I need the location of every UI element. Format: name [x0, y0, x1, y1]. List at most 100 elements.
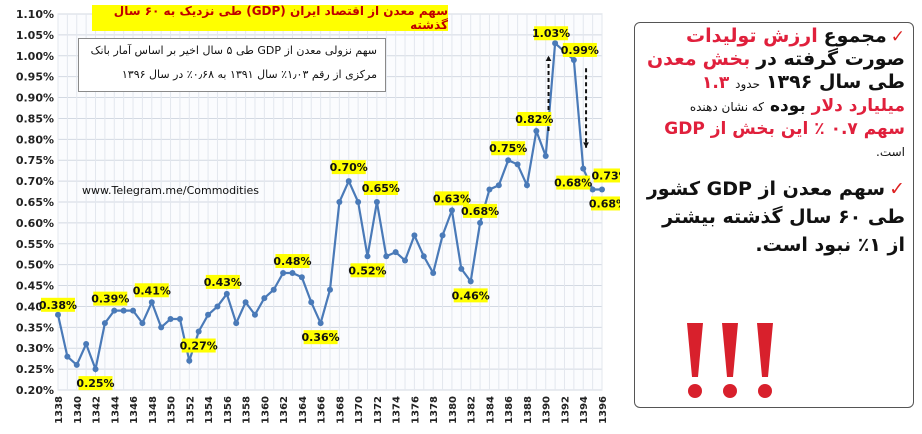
info-paragraph-2: ✓سهم معدن از GDP کشور طی ۶۰ سال گذشته بی…	[643, 175, 905, 259]
data-label-bg	[562, 42, 597, 57]
data-point	[251, 311, 258, 318]
data-label: 0.25%	[76, 377, 114, 390]
x-tick-label: 1390	[542, 396, 553, 424]
y-tick-label: 0.50%	[16, 259, 54, 272]
data-point	[64, 353, 71, 360]
data-point	[176, 315, 183, 322]
data-point	[73, 361, 80, 368]
y-tick-label: 0.20%	[16, 384, 54, 397]
data-point	[205, 311, 212, 318]
p1-j: که نشان دهنده	[689, 100, 765, 114]
data-label: 0.52%	[348, 264, 386, 277]
data-point	[317, 320, 324, 327]
data-point	[533, 127, 540, 134]
data-point	[139, 320, 146, 327]
data-label: 0.27%	[180, 340, 218, 353]
y-tick-label: 0.65%	[16, 196, 54, 209]
x-tick-label: 1380	[448, 396, 459, 424]
data-label: 0.99%	[561, 44, 599, 57]
data-point	[486, 186, 493, 193]
data-label: 0.43%	[204, 276, 242, 289]
data-point	[308, 299, 315, 306]
y-tick-label: 1.05%	[16, 29, 54, 42]
x-tick-label: 1362	[279, 396, 290, 424]
y-tick-label: 0.35%	[16, 321, 54, 334]
data-label: 0.65%	[362, 182, 400, 195]
data-label: 0.68%	[589, 197, 620, 210]
x-tick-label: 1344	[110, 396, 121, 424]
y-tick-label: 0.80%	[16, 133, 54, 146]
data-label: 0.73%	[592, 169, 620, 182]
y-tick-label: 0.30%	[16, 342, 54, 355]
data-point	[364, 253, 371, 260]
data-label-bg	[434, 191, 469, 206]
x-tick-label: 1370	[354, 396, 365, 424]
data-label-bg	[363, 181, 398, 195]
data-point	[148, 299, 155, 306]
x-tick-label: 1366	[317, 396, 328, 424]
data-point	[242, 299, 249, 306]
data-point	[477, 219, 484, 226]
p1-l: این بخش از GDP	[664, 119, 809, 139]
data-label-bg	[303, 330, 338, 345]
data-label-bg	[593, 168, 620, 183]
chart-title: سهم معدن از اقتصاد ایران (GDP) طی نزدیک …	[92, 4, 448, 32]
data-point	[505, 157, 512, 164]
p1-b: ارزش تولیدات	[685, 25, 818, 47]
data-point	[270, 286, 277, 293]
y-tick-label: 1.10%	[16, 8, 54, 21]
y-tick-label: 1.00%	[16, 50, 54, 63]
data-point	[570, 56, 577, 63]
x-tick-label: 1378	[429, 396, 440, 424]
x-tick-label: 1348	[148, 396, 159, 424]
x-tick-label: 1386	[504, 396, 515, 424]
y-tick-label: 0.75%	[16, 154, 54, 167]
p1-g: حدود	[735, 77, 761, 91]
data-point	[101, 320, 108, 327]
x-tick-label: 1372	[373, 396, 384, 424]
x-tick-label: 1376	[410, 396, 421, 424]
p1-c: صورت گرفته در	[756, 48, 905, 70]
data-point	[261, 295, 268, 302]
data-label-bg	[350, 263, 385, 278]
data-point	[195, 328, 202, 335]
data-point	[392, 249, 399, 256]
data-label: 0.36%	[302, 331, 340, 344]
p1-m: است.	[876, 145, 905, 159]
x-tick-label: 1352	[185, 396, 196, 424]
data-point	[55, 311, 61, 318]
note-box: سهم نزولی معدن از GDP طی ۵ سال اخیر بر ا…	[78, 38, 386, 92]
data-point	[167, 315, 174, 322]
y-tick-label: 0.60%	[16, 217, 54, 230]
data-point	[92, 366, 99, 373]
p1-i: بوده	[769, 96, 806, 116]
data-point	[130, 307, 137, 314]
data-point	[430, 270, 437, 277]
y-tick-label: 0.95%	[16, 71, 54, 84]
p1-a: مجموع	[823, 25, 887, 47]
source-link[interactable]: www.Telegram.me/Commodities	[82, 184, 260, 197]
data-point	[327, 286, 333, 293]
data-label: 0.68%	[554, 177, 592, 190]
data-point	[402, 257, 409, 264]
x-tick-label: 1368	[335, 396, 346, 424]
y-tick-label: 0.25%	[16, 363, 54, 376]
data-label: 0.68%	[461, 205, 499, 218]
x-tick-label: 1342	[92, 396, 103, 424]
x-tick-label: 1338	[54, 396, 65, 424]
exclamation-icon	[687, 323, 773, 398]
data-label: 0.70%	[330, 161, 368, 174]
data-label-bg	[463, 203, 498, 218]
data-point	[552, 40, 559, 47]
x-tick-label: 1360	[260, 396, 271, 424]
data-point	[345, 178, 352, 185]
x-tick-label: 1396	[598, 396, 609, 424]
data-label: 0.41%	[133, 284, 171, 297]
data-point	[214, 303, 221, 310]
p1-h: ۱.۳ میلیارد دلار	[702, 73, 905, 116]
data-point	[420, 253, 427, 260]
trend-arrow-head	[583, 142, 589, 148]
y-tick-label: 0.55%	[16, 238, 54, 251]
x-tick-label: 1374	[392, 396, 403, 424]
data-label-bg	[205, 274, 240, 289]
